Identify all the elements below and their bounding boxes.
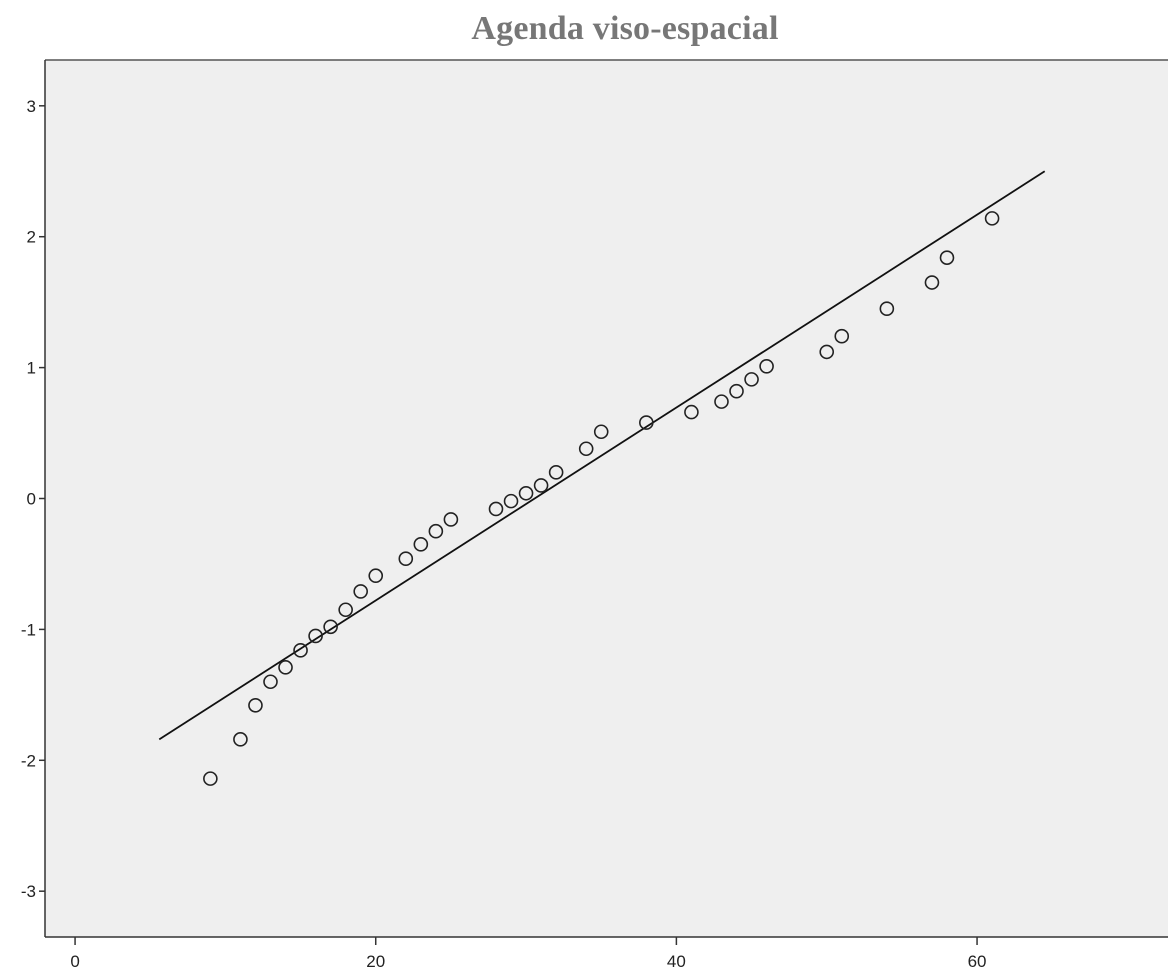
- x-tick-label: 0: [70, 952, 79, 971]
- data-point: [428, 523, 444, 539]
- data-point: [744, 372, 759, 387]
- data-point: [924, 275, 940, 290]
- chart-title: Agenda viso-espacial: [471, 10, 779, 47]
- data-point: [834, 328, 850, 344]
- data-point: [308, 628, 323, 644]
- data-point: [759, 358, 774, 374]
- data-point: [548, 465, 564, 480]
- data-point: [338, 602, 353, 618]
- data-point: [323, 619, 338, 635]
- x-tick-label: 20: [366, 952, 385, 971]
- data-point: [248, 698, 263, 713]
- data-point: [443, 512, 459, 527]
- data-point: [819, 344, 835, 360]
- data-point: [398, 551, 414, 567]
- data-point: [413, 537, 429, 552]
- data-point: [353, 584, 368, 599]
- data-point: [639, 415, 654, 430]
- x-tick-label: 60: [968, 952, 987, 971]
- data-point: [263, 674, 278, 690]
- data-point: [578, 441, 594, 457]
- data-point: [714, 394, 729, 409]
- y-tick-label: 1: [27, 359, 36, 378]
- y-tick-label: 3: [27, 97, 36, 116]
- data-point: [879, 301, 895, 317]
- x-tick-label: 40: [667, 952, 686, 971]
- data-point: [278, 660, 293, 675]
- data-point: [729, 383, 744, 399]
- data-point: [293, 643, 308, 658]
- plot-area: [45, 60, 1168, 937]
- y-tick-label: 0: [27, 490, 36, 509]
- data-point: [939, 250, 955, 265]
- data-point: [533, 478, 549, 493]
- reference-line: [158, 170, 1046, 741]
- data-point: [503, 493, 519, 509]
- y-tick-label: 2: [27, 228, 36, 247]
- data-point: [488, 501, 504, 517]
- data-point: [203, 771, 218, 786]
- data-point: [368, 568, 384, 584]
- y-tick-label: -3: [21, 882, 36, 901]
- y-tick-label: -1: [21, 620, 36, 639]
- data-point: [518, 485, 534, 501]
- y-tick-label: -2: [21, 751, 36, 770]
- data-point: [233, 732, 248, 747]
- data-point: [593, 424, 609, 440]
- data-point: [684, 404, 699, 420]
- data-point: [984, 211, 1000, 226]
